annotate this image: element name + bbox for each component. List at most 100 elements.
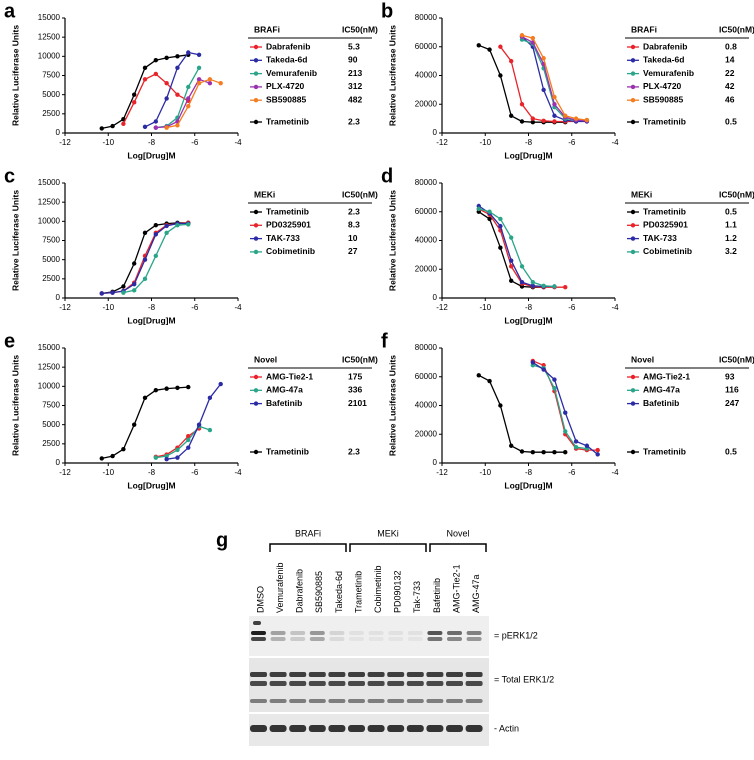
- data-point: [541, 118, 546, 123]
- data-point: [552, 284, 557, 289]
- x-tick-label: -12: [59, 468, 71, 477]
- band: [466, 637, 482, 641]
- group-label: BRAFi: [295, 528, 321, 538]
- band: [465, 672, 483, 677]
- data-point: [186, 50, 191, 55]
- x-tick-label: -8: [148, 468, 156, 477]
- legend-marker: [253, 44, 259, 50]
- band: [250, 681, 267, 686]
- data-point: [207, 427, 213, 433]
- legend-marker: [253, 98, 259, 103]
- data-point: [99, 456, 104, 461]
- band: [251, 637, 266, 641]
- data-point: [476, 43, 481, 48]
- x-tick-label: -4: [611, 138, 619, 147]
- legend-value: 93: [725, 371, 735, 381]
- y-tick-label: 80000: [415, 13, 438, 22]
- x-tick-label: -4: [611, 468, 619, 477]
- legend-label: PD0325901: [266, 220, 311, 230]
- band: [308, 699, 326, 703]
- band: [465, 725, 483, 732]
- y-tick-label: 60000: [415, 207, 438, 216]
- data-point: [121, 121, 126, 127]
- legend-value: 90: [348, 55, 358, 65]
- panel-label: c: [4, 165, 15, 187]
- y-tick-label: 0: [56, 128, 61, 137]
- data-point: [142, 230, 148, 236]
- y-tick-label: 40000: [415, 71, 438, 80]
- y-tick-label: 2500: [42, 439, 60, 448]
- data-point: [509, 235, 514, 240]
- data-point: [164, 230, 169, 236]
- data-point: [509, 113, 514, 118]
- legend-label: Trametinib: [266, 116, 309, 126]
- legend-label: Takeda-6d: [643, 55, 684, 65]
- x-axis-title: Log[Drug]M: [127, 150, 175, 160]
- legend-value: 22: [725, 68, 735, 78]
- band: [308, 725, 326, 732]
- x-tick-label: -12: [436, 303, 448, 312]
- band: [387, 725, 405, 732]
- x-tick-label: -4: [611, 303, 619, 312]
- x-tick-label: -4: [234, 303, 242, 312]
- panel-label: e: [4, 330, 15, 352]
- data-point: [153, 119, 159, 124]
- x-tick-label: -12: [59, 138, 71, 147]
- band-label: - Actin: [494, 723, 519, 733]
- band: [446, 725, 463, 732]
- lane-label: AMG-47a: [471, 574, 481, 613]
- data-point: [530, 116, 536, 121]
- data-point: [175, 54, 180, 59]
- band: [269, 672, 287, 677]
- data-point: [196, 65, 202, 71]
- legend-value: 14: [725, 55, 735, 65]
- data-point: [164, 386, 169, 391]
- legend-value: 5.3: [348, 41, 360, 51]
- legend-marker: [253, 119, 259, 125]
- data-point: [164, 453, 169, 459]
- legend-marker: [630, 401, 636, 406]
- y-tick-label: 5000: [42, 90, 60, 99]
- data-point: [132, 100, 137, 105]
- legend-value: 42: [725, 81, 735, 91]
- data-point: [175, 92, 180, 97]
- band: [348, 672, 365, 677]
- lane-label: PD090132: [393, 570, 403, 613]
- legend-marker: [630, 84, 636, 90]
- data-point: [498, 44, 503, 49]
- data-point: [207, 80, 213, 86]
- y-tick-label: 2500: [42, 274, 60, 283]
- data-point: [153, 455, 159, 460]
- data-point: [175, 385, 180, 391]
- legend-marker: [630, 374, 636, 380]
- y-tick-label: 5000: [42, 255, 60, 264]
- legend-label: Dabrafenib: [643, 41, 687, 51]
- data-point: [563, 113, 568, 118]
- legend-value-header: IC50(nM): [719, 354, 754, 364]
- band: [328, 672, 346, 677]
- band: [427, 631, 443, 635]
- band: [368, 637, 384, 641]
- y-tick-label: 15000: [38, 178, 61, 187]
- legend-label: Vemurafenib: [266, 68, 317, 78]
- y-tick-label: 5000: [42, 420, 60, 429]
- panel-label: f: [381, 330, 388, 352]
- y-tick-label: 2500: [42, 109, 60, 118]
- legend-marker: [630, 58, 636, 63]
- lane-label: Trametinib: [353, 571, 363, 613]
- data-point: [487, 47, 492, 52]
- legend-value: 2101: [348, 398, 367, 408]
- data-point: [498, 403, 503, 408]
- data-point: [218, 80, 223, 86]
- legend-value: 0.8: [725, 41, 737, 51]
- data-point: [142, 124, 148, 130]
- legend-label: AMG-47a: [643, 385, 680, 395]
- series-line: [166, 383, 222, 460]
- data-point: [110, 123, 115, 129]
- data-point: [175, 455, 180, 460]
- band: [367, 699, 385, 703]
- data-point: [142, 395, 148, 401]
- data-point: [218, 381, 223, 387]
- data-point: [196, 52, 202, 57]
- x-tick-label: -6: [568, 468, 576, 477]
